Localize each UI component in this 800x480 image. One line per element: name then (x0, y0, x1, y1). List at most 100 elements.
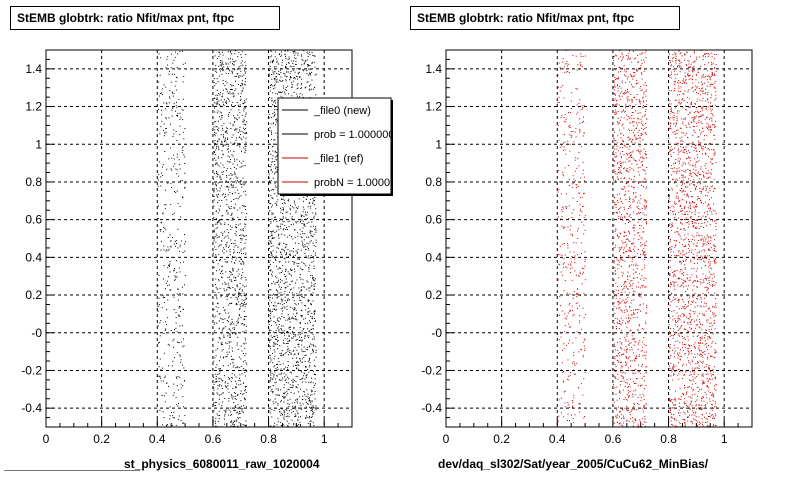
data-point (622, 272, 624, 274)
data-point (622, 319, 624, 321)
data-point (285, 229, 287, 230)
data-point (230, 425, 232, 427)
data-point (313, 233, 315, 235)
data-point (622, 110, 624, 112)
data-point (273, 336, 275, 337)
data-point (636, 277, 638, 278)
data-point (304, 394, 306, 396)
data-point (645, 157, 647, 159)
data-point (582, 205, 584, 207)
data-point (165, 127, 167, 129)
data-point (295, 282, 297, 284)
data-point (646, 154, 647, 156)
data-point (613, 171, 615, 173)
data-point (281, 413, 283, 415)
data-point (301, 344, 303, 346)
data-point (242, 331, 244, 333)
data-point (618, 104, 620, 106)
data-point (292, 51, 294, 53)
data-point (238, 384, 240, 386)
data-point (642, 231, 644, 233)
data-point (640, 421, 642, 423)
data-point (643, 251, 644, 253)
data-point (564, 331, 565, 333)
data-point (570, 225, 572, 227)
data-point (237, 164, 238, 166)
data-point (246, 298, 248, 300)
data-point (632, 211, 634, 213)
data-point (293, 424, 295, 426)
data-point (218, 51, 220, 53)
data-point (295, 386, 297, 388)
data-point (224, 382, 226, 384)
data-point (277, 73, 279, 75)
data-point (563, 226, 565, 228)
data-point (271, 204, 273, 206)
data-point (292, 307, 294, 309)
data-point (557, 74, 559, 76)
data-point (296, 84, 298, 86)
data-point (295, 364, 297, 366)
data-point (636, 309, 638, 310)
data-point (635, 357, 636, 359)
data-point (312, 413, 314, 415)
data-point (214, 420, 216, 422)
data-point (280, 414, 282, 416)
data-point (217, 307, 219, 309)
data-point (307, 361, 309, 363)
data-point (179, 355, 181, 357)
data-point (270, 182, 272, 184)
data-point (309, 416, 310, 417)
data-point (614, 112, 616, 114)
data-point (269, 254, 270, 255)
data-point (640, 135, 642, 137)
data-point (634, 234, 636, 236)
data-point (274, 99, 276, 101)
data-point (233, 207, 235, 209)
data-point (216, 322, 218, 324)
data-point (219, 53, 221, 55)
data-point (289, 254, 290, 256)
data-point (241, 150, 242, 152)
data-point (295, 364, 296, 366)
data-point (636, 425, 638, 427)
data-point (164, 208, 166, 210)
data-point (301, 240, 303, 242)
data-point (234, 398, 236, 399)
data-point (227, 67, 229, 69)
data-point (230, 341, 232, 343)
data-point (291, 95, 293, 97)
data-point (644, 267, 646, 269)
data-point (222, 67, 223, 69)
data-point (294, 347, 296, 349)
data-point (245, 54, 247, 55)
data-point (614, 246, 616, 248)
data-point (279, 74, 280, 75)
data-point (214, 357, 216, 359)
data-point (580, 65, 582, 67)
data-point (631, 99, 633, 101)
data-point (633, 317, 635, 318)
data-point (298, 396, 300, 398)
data-point (270, 311, 272, 313)
data-point (275, 93, 277, 95)
data-point (312, 212, 314, 214)
data-point (225, 88, 227, 90)
data-point (629, 378, 631, 380)
data-point (285, 366, 287, 368)
data-point (280, 256, 282, 258)
data-point (219, 236, 220, 238)
data-point (175, 240, 177, 241)
data-point (626, 90, 628, 92)
data-point (300, 216, 302, 218)
data-point (565, 121, 567, 123)
data-point (296, 68, 298, 70)
data-point (280, 253, 282, 255)
data-point (569, 251, 571, 253)
data-point (298, 416, 299, 418)
data-point (296, 398, 298, 400)
data-point (288, 226, 290, 227)
data-point (162, 164, 164, 166)
data-point (311, 275, 313, 277)
data-point (277, 340, 279, 342)
